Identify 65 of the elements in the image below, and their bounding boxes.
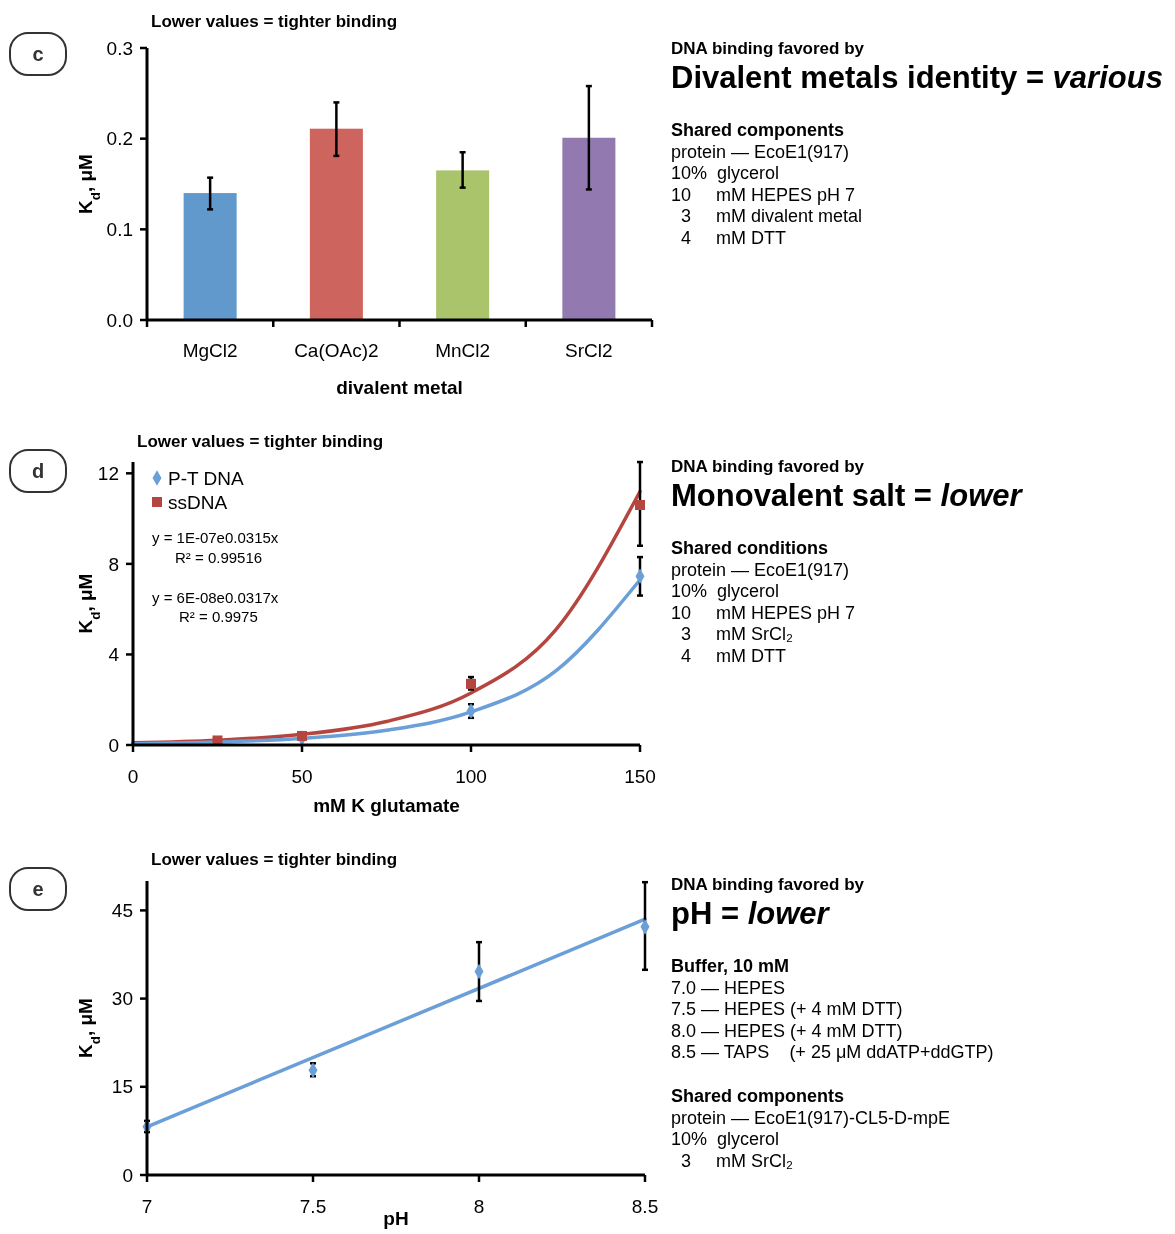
y-tick-label: 0.2 xyxy=(106,128,133,150)
x-tick-label: SrCl2 xyxy=(565,340,613,361)
text: 10% glycerol xyxy=(671,1129,780,1149)
text: e xyxy=(32,878,44,900)
chart-title: Lower values = tighter binding xyxy=(151,850,398,869)
y-tick-label: 0 xyxy=(122,1164,133,1186)
text: Shared conditions xyxy=(671,538,829,558)
x-tick-label: MgCl2 xyxy=(182,340,238,361)
text: protein — EcoE1(917) xyxy=(671,141,850,162)
text: 10% glycerol xyxy=(671,163,780,183)
text: d xyxy=(31,460,45,482)
text: 8.5 — TAPS (+ 25 μM ddATP+ddGTP) xyxy=(671,1042,994,1062)
annotation: y = 1E-07e0.0315x xyxy=(152,529,279,546)
text: protein — EcoE1(917) xyxy=(671,559,850,580)
text: 4 mM DTT xyxy=(671,645,786,666)
text: protein — EcoE1(917)-CL5-D-mpE xyxy=(671,1107,951,1128)
y-tick-label: 0.0 xyxy=(106,309,133,331)
text: DNA binding favored by xyxy=(671,875,865,894)
text: Buffer, 10 mM xyxy=(671,956,790,976)
x-tick-label: 7.5 xyxy=(299,1196,327,1217)
x-tick-label: 8 xyxy=(473,1196,485,1217)
text: 10 mM HEPES pH 7 xyxy=(671,602,856,623)
text: Monovalent salt = lower xyxy=(671,478,1024,513)
text: DNA binding favored by xyxy=(671,457,865,476)
y-tick-label: 30 xyxy=(111,988,133,1010)
x-axis-title: pH xyxy=(383,1208,409,1229)
text: c xyxy=(32,43,44,65)
y-tick-label: 4 xyxy=(108,644,120,666)
x-axis-title: mM K glutamate xyxy=(313,795,460,816)
x-tick-label: 8.5 xyxy=(631,1196,659,1217)
legend-label: ssDNA xyxy=(168,491,228,513)
y-tick-label: 0.3 xyxy=(106,37,133,59)
text: 10% glycerol xyxy=(671,581,780,601)
legend-label: P-T DNA xyxy=(168,467,244,489)
text: 7.5 — HEPES (+ 4 mM DTT) xyxy=(671,999,903,1019)
x-tick-label: 100 xyxy=(455,766,487,787)
text: 3 mM divalent metal xyxy=(671,206,863,226)
y-tick-label: 0.1 xyxy=(106,218,133,240)
annotation: R² = 0.9975 xyxy=(179,608,258,625)
x-tick-label: Ca(OAc)2 xyxy=(294,340,379,361)
text: 10 mM HEPES pH 7 xyxy=(671,184,856,205)
text: 7.0 — HEPES xyxy=(671,977,786,998)
chart-title: Lower values = tighter binding xyxy=(137,432,384,451)
x-axis-title: divalent metal xyxy=(336,377,463,398)
x-tick-label: MnCl2 xyxy=(435,340,491,361)
y-tick-label: 15 xyxy=(111,1076,133,1098)
y-tick-label: 0 xyxy=(108,734,119,756)
text: Divalent metals identity = various xyxy=(671,60,1163,95)
text: 4 mM DTT xyxy=(671,227,786,248)
annotation: y = 6E-08e0.0317x xyxy=(152,589,279,606)
text: 3 mM SrCl₂ xyxy=(671,624,793,644)
text: 8.0 — HEPES (+ 4 mM DTT) xyxy=(671,1020,903,1041)
annotation: R² = 0.99516 xyxy=(175,549,263,566)
text: pH = lower xyxy=(671,896,831,931)
y-tick-label: 45 xyxy=(111,900,133,922)
chart-title: Lower values = tighter binding xyxy=(151,12,398,31)
y-tick-label: 12 xyxy=(97,462,119,484)
x-tick-label: 7 xyxy=(141,1196,153,1217)
text: DNA binding favored by xyxy=(671,39,865,58)
y-tick-label: 8 xyxy=(108,553,119,575)
x-tick-label: 50 xyxy=(291,766,313,787)
text: Shared components xyxy=(671,1086,845,1106)
x-tick-label: 150 xyxy=(624,766,656,787)
text: Shared components xyxy=(671,120,845,140)
text: 3 mM SrCl₂ xyxy=(671,1150,793,1171)
